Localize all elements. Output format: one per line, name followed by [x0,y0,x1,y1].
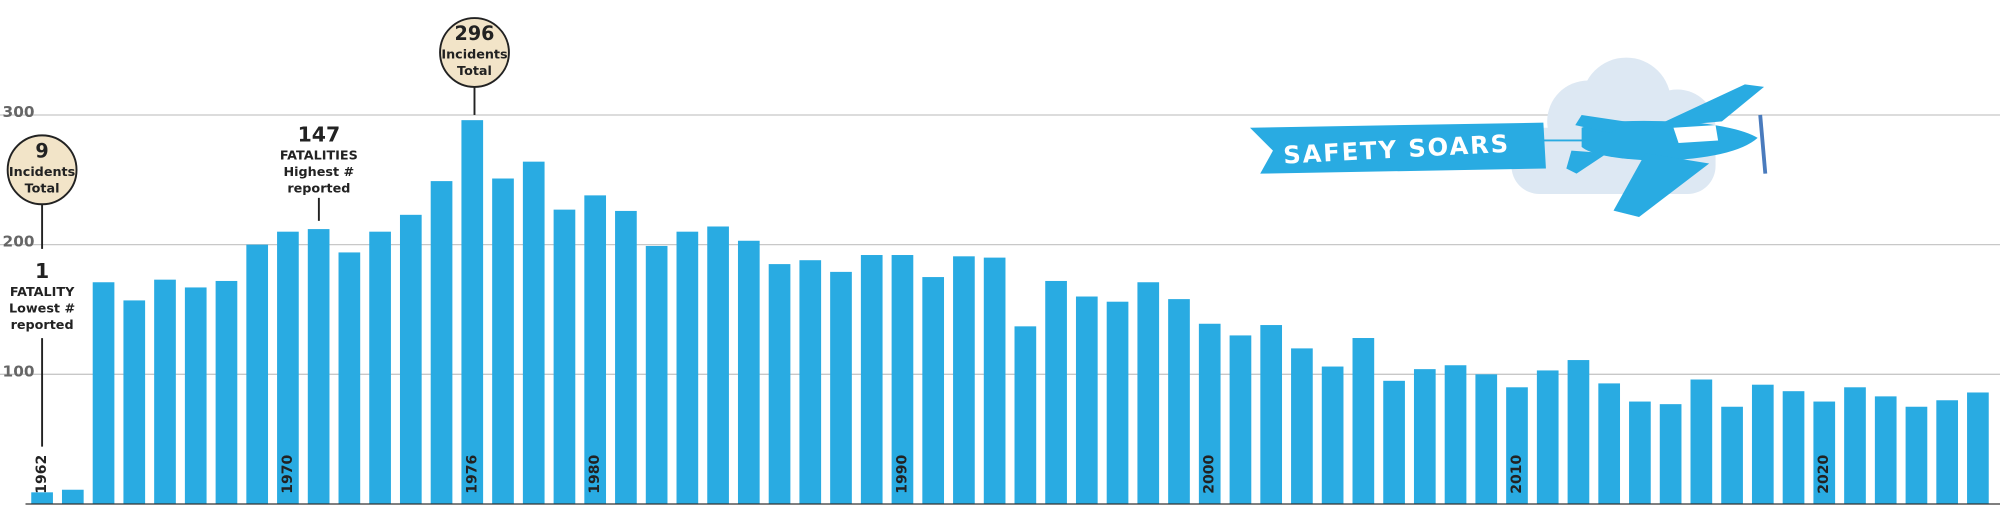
bar [1444,365,1467,504]
annotation-text: Total [25,181,60,196]
bar [1567,360,1590,504]
bar [1598,383,1621,504]
x-tick-label: 1990 [894,455,910,494]
bar [584,195,607,504]
bar [1137,282,1160,504]
bar [1168,299,1190,504]
x-tick-label: 2020 [1816,455,1832,494]
bar [184,287,207,504]
bar [1690,379,1713,504]
bar [1198,323,1221,504]
bar [1506,387,1528,504]
bar [1936,400,1959,504]
annotation-text: Highest # [284,165,355,180]
y-tick-label: 200 [3,233,35,251]
bar [1413,369,1436,504]
bar [1967,392,1989,504]
bar [1291,348,1313,504]
bar [399,214,422,504]
bar [922,277,945,504]
bar [1782,391,1805,504]
bar [1659,404,1682,504]
annotation-text: reported [287,181,350,196]
plot: 100 200 300 1962 1970 1976 1980 1990 2000 2010 202… [0,17,2000,505]
x-tick-label: 2010 [1509,455,1525,494]
bar [860,255,883,504]
bar [307,229,330,504]
bar [553,209,576,505]
annotation-value: 9 [35,139,48,162]
bar [1874,396,1897,504]
bar [1106,301,1129,504]
bar [61,489,84,504]
y-tick-label: 100 [3,362,35,380]
bar [799,260,822,504]
x-tick-label: 1980 [587,455,603,494]
bar [1905,406,1928,504]
bar [92,282,115,504]
bar [154,279,176,504]
annotation-text: FATALITIES [280,148,358,163]
bar [1721,406,1743,504]
annotation-value: 147 [298,122,341,146]
bar [1014,326,1037,504]
bar [1229,335,1252,504]
bar [492,178,514,504]
bar [1629,401,1651,504]
bar [369,231,391,504]
x-tick-label: 1962 [34,455,50,494]
bar [1352,338,1375,504]
bar [277,231,299,504]
annotation-value: 296 [455,22,495,45]
bar [123,300,146,504]
x-tick-label: 1970 [280,455,296,494]
bar [983,257,1006,504]
bar [953,256,975,504]
bar [1751,384,1774,504]
bar [615,210,637,504]
bar [830,271,852,504]
bar [1536,370,1559,504]
bar [430,181,453,504]
annotation-text: FATALITY [10,285,75,300]
bar [246,244,269,504]
bar [768,264,791,504]
x-tick-label: 1976 [464,455,480,494]
bar [707,226,729,504]
bar [1045,280,1067,504]
annotation-text: Lowest # [9,301,75,316]
bar [1475,374,1498,504]
bar [1075,296,1098,504]
annotation-value: 1 [35,259,49,283]
bar [31,492,53,504]
bar [1321,366,1344,504]
bar [522,161,545,504]
x-tick-label: 2000 [1202,455,1218,494]
bar [676,231,699,504]
bar [461,120,484,504]
annotation-text: reported [11,318,74,333]
annotation-text: Incidents [441,48,507,63]
bar [1844,387,1866,504]
bar [1813,401,1836,504]
annotation-text: Incidents [9,165,75,180]
bar [215,280,238,504]
bar [1383,380,1405,504]
illustration: SAFETY SOARS [1250,57,1768,218]
annotation-text: Total [457,64,492,79]
bar [891,255,914,504]
bar [737,240,760,504]
y-tick-label: 300 [3,103,35,121]
bar [645,245,668,504]
bar [338,252,361,504]
bar [1260,325,1283,504]
